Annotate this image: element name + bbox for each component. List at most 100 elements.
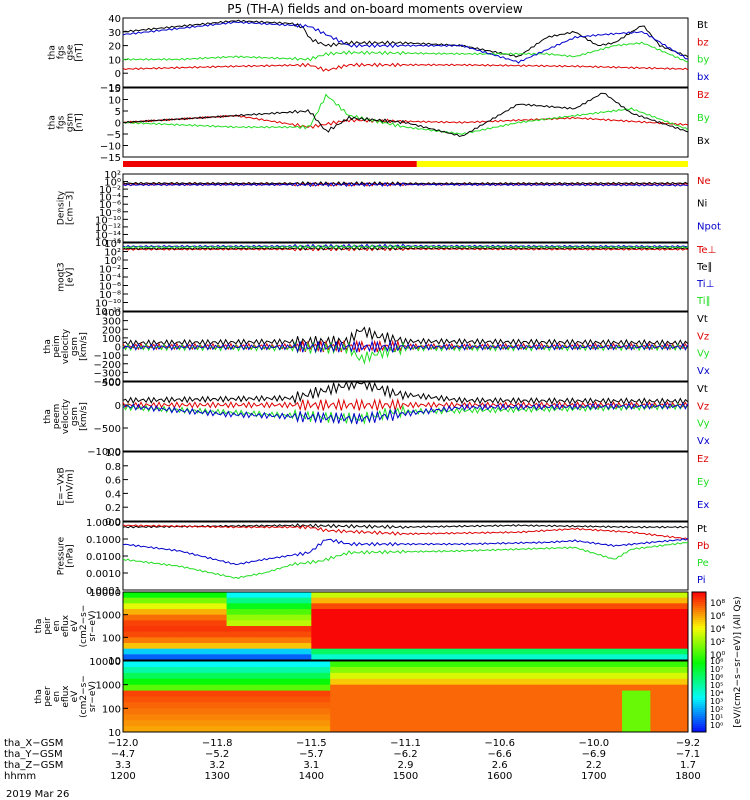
heatmap-cell	[640, 666, 651, 674]
heatmap-cell	[151, 702, 162, 709]
legend-Vy: Vy	[697, 419, 710, 430]
x-tick-label: −6.2	[393, 749, 417, 760]
heatmap-cell	[414, 609, 425, 616]
heatmap-cell	[414, 678, 425, 686]
legend-Vt: Vt	[697, 384, 708, 395]
heatmap-cell	[207, 672, 218, 680]
heatmap-cell	[462, 603, 472, 610]
heatmap-cell	[301, 631, 312, 638]
x-tick-label: −6.6	[488, 749, 512, 760]
heatmap-cell	[631, 714, 642, 721]
heatmap-cell	[584, 702, 595, 709]
heatmap-cell	[236, 726, 246, 733]
heatmap-cell	[490, 626, 501, 633]
heatmap-cell	[575, 696, 585, 703]
heatmap-cell	[462, 702, 472, 709]
colorbar: 10⁸10⁶10⁴10²10⁰10⁸10⁷10⁶10⁵10⁴10³10²10¹1…	[691, 591, 743, 733]
heatmap-cell	[612, 626, 623, 633]
series-line-Pi	[122, 537, 689, 566]
heatmap-cell	[264, 672, 275, 680]
heatmap-cell	[301, 626, 312, 633]
heatmap-cell	[396, 626, 406, 633]
heatmap-cell	[509, 643, 519, 650]
heatmap-cell	[123, 643, 133, 650]
heatmap-cell	[424, 720, 435, 727]
heatmap-cell	[339, 614, 350, 621]
heatmap-cell	[377, 696, 388, 703]
y-tick-label: 10⁻⁶	[99, 282, 121, 293]
heatmap-cell	[179, 614, 190, 621]
heatmap-cell	[254, 637, 265, 644]
heatmap-cell	[188, 672, 199, 680]
heatmap-cell	[518, 592, 529, 599]
heatmap-cell	[659, 696, 670, 703]
heatmap-cell	[292, 643, 303, 650]
heatmap-cell	[565, 708, 576, 715]
heatmap-cell	[499, 696, 510, 703]
heatmap-cell	[537, 614, 548, 621]
heatmap-cell	[518, 714, 529, 721]
heatmap-cell	[593, 648, 604, 655]
heatmap-cell	[490, 643, 501, 650]
heatmap-cell	[283, 648, 293, 655]
heatmap-cell	[367, 631, 378, 638]
heatmap-cell	[405, 690, 416, 697]
heatmap-cell	[631, 684, 642, 692]
heatmap-cell	[499, 708, 510, 715]
heatmap-cell	[132, 643, 143, 650]
heatmap-cell	[245, 696, 256, 703]
heatmap-cell	[132, 690, 143, 697]
heatmap-cell	[433, 643, 444, 650]
heatmap-cell	[217, 609, 228, 616]
heatmap-cell	[330, 637, 341, 644]
heatmap-cell	[650, 672, 661, 680]
heatmap-cell	[264, 654, 275, 661]
heatmap-cell	[603, 614, 614, 621]
heatmap-cell	[141, 726, 152, 733]
heatmap-cell	[527, 672, 538, 680]
heatmap-cell	[556, 678, 567, 686]
heatmap-cell	[669, 726, 680, 733]
heatmap-cell	[377, 637, 388, 644]
heatmap-cell	[170, 592, 180, 599]
heatmap-cell	[264, 592, 275, 599]
heatmap-cell	[640, 714, 651, 721]
heatmap-cell	[640, 678, 651, 686]
heatmap-cell	[659, 672, 670, 680]
y-axis-label: peer	[43, 686, 53, 707]
heatmap-cell	[405, 609, 416, 616]
series-line-by	[122, 41, 689, 63]
heatmap-cell	[631, 726, 642, 733]
heatmap-cell	[217, 654, 228, 661]
heatmap-cell	[339, 672, 350, 680]
heatmap-cell	[377, 702, 388, 709]
heatmap-cell	[386, 643, 397, 650]
heatmap-cell	[631, 603, 642, 610]
heatmap-cell	[443, 614, 454, 621]
heatmap-cell	[490, 690, 501, 697]
heatmap-cell	[603, 708, 614, 715]
heatmap-cell	[377, 643, 388, 650]
x-tick-label: 2.2	[586, 760, 602, 771]
legend-Bt: Bt	[697, 20, 708, 31]
heatmap-cell	[198, 666, 209, 674]
heatmap-cell	[405, 648, 416, 655]
heatmap-cell	[367, 690, 378, 697]
heatmap-cell	[311, 637, 322, 644]
heatmap-cell	[207, 620, 218, 627]
heatmap-cell	[443, 654, 454, 661]
heatmap-cell	[349, 661, 359, 668]
heatmap-cell	[123, 626, 133, 633]
heatmap-cell	[207, 666, 218, 674]
heatmap-cell	[339, 603, 350, 610]
heatmap-cell	[292, 672, 303, 680]
heatmap-cell	[584, 620, 595, 627]
heatmap-cell	[339, 597, 350, 604]
heatmap-cell	[603, 626, 614, 633]
heatmap-cell	[584, 672, 595, 680]
heatmap-cell	[330, 661, 341, 668]
y-axis-label: gsm	[66, 113, 76, 132]
heatmap-cell	[499, 614, 510, 621]
heatmap-cell	[565, 614, 576, 621]
heatmap-cell	[490, 614, 501, 621]
